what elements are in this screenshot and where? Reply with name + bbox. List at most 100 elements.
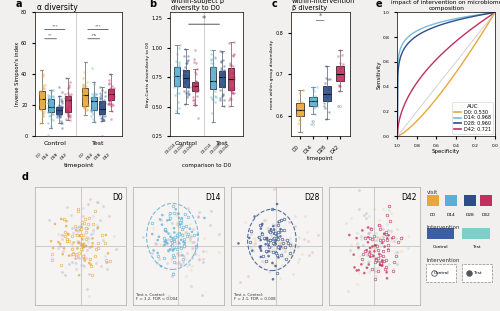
Point [324, 77, 332, 82]
Y-axis label: Bray-Curtis dissimilarity to D0: Bray-Curtis dissimilarity to D0 [146, 42, 150, 107]
D14: 0.968: (0.388, 0.952): 0.968: (0.388, 0.952) [454, 16, 460, 20]
Point [265, 249, 273, 254]
Point [80, 89, 88, 94]
Point [161, 228, 169, 233]
Point [212, 94, 220, 99]
Point [215, 232, 223, 237]
Point [76, 233, 84, 238]
Point [192, 84, 200, 89]
Point [91, 96, 99, 101]
Point [210, 82, 218, 87]
Point [37, 97, 45, 102]
Point [169, 239, 177, 244]
Point [106, 88, 114, 93]
Point [88, 95, 96, 100]
Text: within-subject β
diversity to D0: within-subject β diversity to D0 [171, 0, 224, 11]
Point [367, 247, 375, 252]
Point [37, 68, 45, 73]
Point [180, 244, 188, 248]
Point [90, 93, 98, 98]
PathPatch shape [219, 71, 226, 86]
Point [376, 252, 384, 257]
Point [78, 94, 86, 99]
Point [308, 99, 316, 104]
Text: b: b [149, 0, 156, 10]
Point [156, 242, 164, 247]
Point [70, 251, 78, 256]
Point [225, 97, 233, 102]
Point [220, 85, 228, 90]
Point [282, 240, 290, 245]
Point [170, 239, 178, 244]
Text: D42: D42 [102, 152, 111, 160]
Point [83, 235, 91, 240]
Point [63, 95, 71, 100]
Point [78, 247, 86, 252]
Point [62, 106, 70, 111]
Point [370, 269, 378, 274]
Point [72, 261, 80, 266]
Point [336, 82, 344, 87]
D14: 0.968: (0.405, 0.949): 0.968: (0.405, 0.949) [452, 17, 458, 21]
Point [274, 245, 282, 250]
Point [173, 222, 181, 227]
Text: ***: *** [94, 24, 102, 28]
Point [100, 102, 108, 107]
Point [208, 58, 216, 63]
Point [336, 65, 344, 70]
Point [256, 246, 264, 251]
Point [312, 100, 320, 105]
Point [62, 219, 70, 224]
Point [75, 240, 83, 245]
Point [270, 262, 278, 267]
Point [208, 47, 216, 52]
Point [372, 238, 380, 243]
Point [108, 86, 116, 91]
Point [185, 262, 193, 267]
Point [294, 260, 302, 265]
Point [181, 79, 189, 84]
Point [180, 211, 188, 216]
Point [154, 238, 162, 243]
Point [383, 221, 391, 226]
Point [291, 214, 299, 219]
Point [365, 262, 373, 267]
Point [280, 257, 288, 262]
Point [220, 84, 228, 89]
Point [169, 248, 177, 253]
Point [106, 91, 114, 96]
Point [80, 88, 88, 93]
Point [90, 106, 98, 111]
Text: D0: D0 [78, 152, 85, 159]
Point [278, 237, 286, 242]
Point [324, 86, 332, 91]
PathPatch shape [65, 96, 71, 112]
Point [62, 96, 70, 101]
Point [105, 100, 113, 105]
Point [80, 253, 88, 258]
FancyBboxPatch shape [445, 195, 458, 206]
Point [190, 85, 198, 90]
Point [72, 267, 80, 272]
Point [190, 88, 198, 93]
Point [79, 91, 87, 96]
Text: D0-D42: D0-D42 [182, 142, 195, 155]
Point [173, 83, 181, 88]
Point [211, 94, 219, 99]
Point [103, 260, 111, 265]
D14: 0.968: (0.0936, 0.99): 0.968: (0.0936, 0.99) [483, 12, 489, 16]
Point [96, 113, 104, 118]
PathPatch shape [48, 99, 54, 113]
Point [370, 277, 378, 282]
Point [78, 221, 86, 226]
PathPatch shape [56, 107, 62, 114]
Point [228, 75, 236, 80]
D0: 0.530: (0.388, 0.528): 0.530: (0.388, 0.528) [454, 69, 460, 73]
Point [46, 96, 54, 101]
Point [326, 110, 334, 115]
Point [257, 254, 265, 259]
Point [77, 223, 85, 228]
Point [38, 118, 46, 123]
Point [354, 245, 362, 250]
Point [88, 96, 96, 101]
